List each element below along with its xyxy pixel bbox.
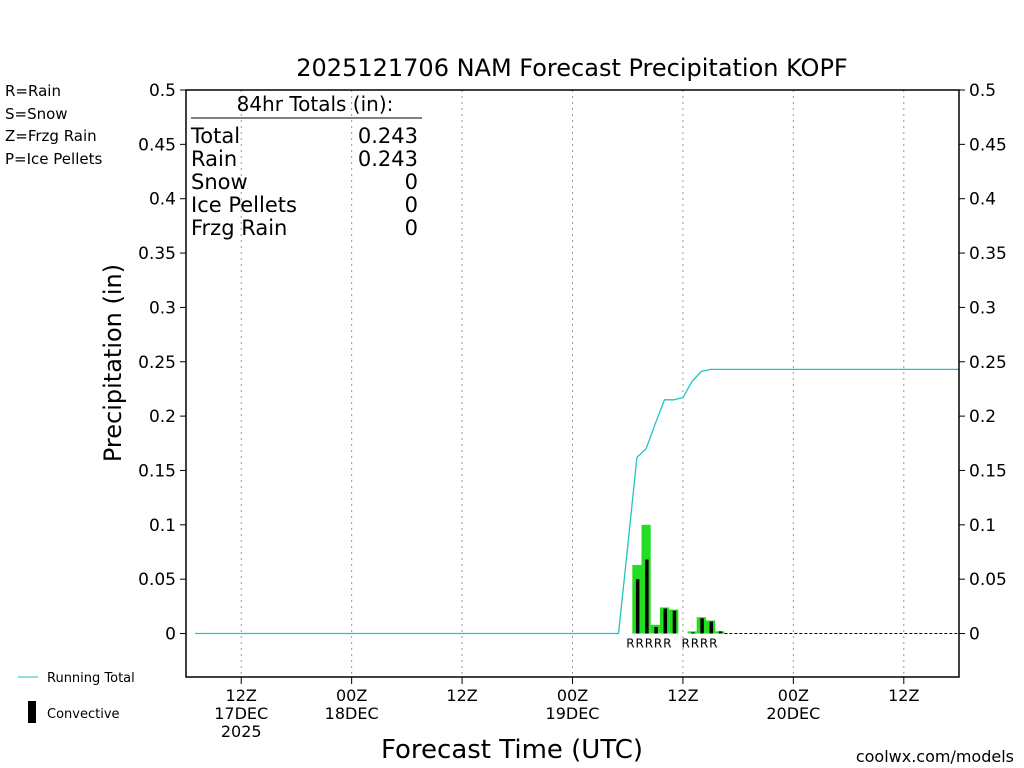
precip-type-label: R bbox=[654, 637, 662, 651]
y-tick-label-right: 0.5 bbox=[969, 81, 996, 101]
grid-lines bbox=[240, 90, 905, 677]
legend-frzg-rain: Z=Frzg Rain bbox=[5, 127, 97, 145]
x-tick-label: 17DEC bbox=[214, 704, 268, 723]
legend-convective-swatch bbox=[28, 701, 36, 723]
x-tick-label: 20DEC bbox=[766, 704, 820, 723]
legend-rain: R=Rain bbox=[5, 82, 61, 100]
totals-value: 0 bbox=[405, 170, 418, 194]
convective-bar bbox=[691, 632, 695, 634]
y-tick-label-right: 0.35 bbox=[969, 244, 1007, 264]
x-tick-label: 12Z bbox=[226, 686, 257, 705]
ticks-group: 0 00.05 0.050.1 0.10.15 0.150.2 0.20.25 0.250.… bbox=[138, 81, 1007, 741]
legend-running-total: Running Total bbox=[47, 671, 135, 686]
totals-label: Ice Pellets bbox=[191, 193, 297, 217]
x-tick-label: 12Z bbox=[446, 686, 477, 705]
totals-label: Frzg Rain bbox=[191, 216, 287, 240]
running-total-line bbox=[195, 368, 959, 635]
y-tick-label-left: 0.35 bbox=[138, 244, 176, 264]
legend-snow: S=Snow bbox=[5, 105, 68, 123]
totals-value: 0.243 bbox=[358, 124, 418, 148]
x-tick-label: 00Z bbox=[778, 686, 809, 705]
totals-label: Total bbox=[190, 124, 240, 148]
y-tick-label-right: 0.25 bbox=[969, 353, 1007, 373]
convective-bar bbox=[635, 579, 640, 634]
watermark: coolwx.com/models bbox=[856, 747, 1014, 766]
running-total-group bbox=[195, 368, 959, 635]
convective-bar bbox=[672, 610, 677, 634]
x-tick-label: 12Z bbox=[888, 686, 919, 705]
y-tick-label-right: 0.45 bbox=[969, 135, 1007, 155]
precip-type-label: R bbox=[691, 637, 699, 651]
y-tick-label-left: 0.3 bbox=[149, 298, 176, 318]
y-axis-label: Precipitation (in) bbox=[99, 264, 127, 462]
y-tick-label-left: 0.45 bbox=[138, 135, 176, 155]
legend-convective: Convective bbox=[47, 707, 120, 722]
totals-label: Snow bbox=[191, 170, 248, 194]
precip-type-label: R bbox=[663, 637, 671, 651]
x-tick-label: 00Z bbox=[336, 686, 367, 705]
y-tick-label-right: 0.05 bbox=[969, 570, 1007, 590]
chart-title: 2025121706 NAM Forecast Precipitation KO… bbox=[296, 54, 847, 82]
totals-label: Rain bbox=[191, 147, 237, 171]
y-tick-label-right: 0 bbox=[969, 625, 980, 645]
convective-bar bbox=[718, 631, 723, 634]
y-tick-label-left: 0.15 bbox=[138, 461, 176, 481]
y-tick-label-right: 0.1 bbox=[969, 516, 996, 536]
y-tick-label-left: 0.1 bbox=[149, 516, 176, 536]
precip-type-label: R bbox=[636, 637, 644, 651]
y-tick-label-right: 0.15 bbox=[969, 461, 1007, 481]
precip-type-label: R bbox=[700, 637, 708, 651]
totals-box: 84hr Totals (in): Total 0.243 Rain 0.243 Sno… bbox=[190, 92, 422, 240]
x-tick-label: 18DEC bbox=[325, 704, 379, 723]
totals-value: 0 bbox=[405, 216, 418, 240]
x-tick-label: 2025 bbox=[221, 722, 262, 741]
convective-bar bbox=[700, 618, 704, 634]
x-tick-label: 00Z bbox=[557, 686, 588, 705]
precip-type-label: R bbox=[626, 637, 634, 651]
y-tick-label-left: 0.4 bbox=[149, 190, 176, 210]
y-tick-label-right: 0.2 bbox=[969, 407, 996, 427]
convective-bar bbox=[645, 559, 649, 634]
y-tick-label-right: 0.4 bbox=[969, 190, 996, 210]
y-tick-label-left: 0 bbox=[165, 625, 176, 645]
y-tick-label-left: 0.25 bbox=[138, 353, 176, 373]
y-tick-label-right: 0.3 bbox=[969, 298, 996, 318]
y-tick-label-left: 0.05 bbox=[138, 570, 176, 590]
x-tick-label: 19DEC bbox=[546, 704, 600, 723]
totals-value: 0.243 bbox=[358, 147, 418, 171]
x-tick-label: 12Z bbox=[667, 686, 698, 705]
y-tick-label-left: 0.5 bbox=[149, 81, 176, 101]
y-tick-label-left: 0.2 bbox=[149, 407, 176, 427]
legend-ice-pellets: P=Ice Pellets bbox=[5, 150, 102, 168]
precip-type-label: R bbox=[709, 637, 717, 651]
convective-bar bbox=[654, 626, 658, 634]
totals-value: 0 bbox=[405, 193, 418, 217]
totals-header: 84hr Totals (in): bbox=[237, 92, 394, 116]
precip-type-label: R bbox=[645, 637, 653, 651]
x-axis-label: Forecast Time (UTC) bbox=[381, 735, 643, 765]
convective-bar bbox=[709, 621, 714, 634]
convective-bar bbox=[663, 608, 668, 634]
precip-type-label: R bbox=[682, 637, 690, 651]
convective-group bbox=[635, 559, 723, 634]
